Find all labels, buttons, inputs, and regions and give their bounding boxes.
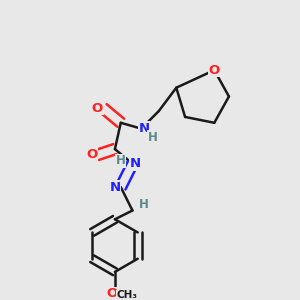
Text: N: N	[130, 157, 141, 170]
Text: H: H	[116, 154, 126, 167]
Text: O: O	[92, 102, 103, 115]
Text: N: N	[110, 181, 121, 194]
Text: O: O	[209, 64, 220, 77]
Text: H: H	[139, 198, 149, 211]
Text: N: N	[139, 122, 150, 135]
Text: CH₃: CH₃	[116, 290, 137, 300]
Text: O: O	[106, 287, 118, 300]
Text: O: O	[86, 148, 97, 161]
Text: H: H	[148, 131, 158, 144]
